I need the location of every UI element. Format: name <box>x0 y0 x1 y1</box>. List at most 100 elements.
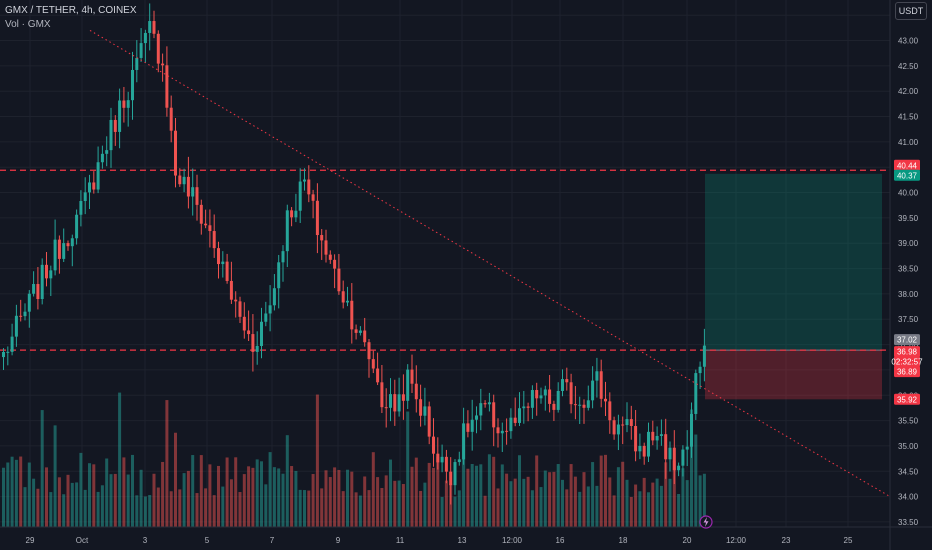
candle-body <box>195 187 199 205</box>
candle-body <box>457 459 461 463</box>
volume-bar <box>66 474 70 527</box>
candle-body <box>449 471 453 486</box>
volume-bar <box>423 482 427 527</box>
volume-bar <box>281 473 285 527</box>
volume-bar <box>548 472 552 527</box>
candle-body <box>247 330 251 335</box>
candle-body <box>638 445 642 452</box>
currency-button[interactable]: USDT <box>895 2 927 20</box>
candle-body <box>556 390 560 410</box>
volume-bar <box>479 464 483 527</box>
price-tick-label: 39.00 <box>898 239 919 248</box>
candle <box>148 3 152 51</box>
candle-body <box>462 423 466 460</box>
volume-bar <box>578 491 582 527</box>
time-tick-label: 29 <box>26 536 35 545</box>
candle <box>677 462 681 477</box>
candle <box>496 418 500 448</box>
volume-bar <box>363 476 367 527</box>
candle-body <box>251 334 255 352</box>
candle-body <box>569 382 573 405</box>
price-tag: 36.89 <box>894 366 920 378</box>
volume-bar <box>685 480 689 527</box>
price-tag-label: 40.37 <box>897 171 918 180</box>
candle <box>255 331 259 365</box>
candle-body <box>208 225 212 232</box>
volume-bar <box>406 411 410 527</box>
candle <box>350 283 354 344</box>
candle <box>423 387 427 426</box>
candle-body <box>393 394 397 412</box>
volume-bar <box>569 464 573 527</box>
price-tick-label: 41.00 <box>898 138 919 147</box>
candle-body <box>19 315 23 317</box>
candle-body <box>45 264 48 279</box>
time-tick-label: 16 <box>556 536 565 545</box>
time-tick-label: 7 <box>270 536 275 545</box>
candle <box>638 433 642 460</box>
candle-body <box>191 187 195 197</box>
candle-body <box>315 200 319 236</box>
candle <box>427 401 431 445</box>
candle-body <box>66 243 70 247</box>
candle-body <box>616 424 620 435</box>
candle-body <box>118 100 122 132</box>
candle-body <box>238 301 242 317</box>
candle <box>470 399 474 451</box>
volume-bar <box>131 454 134 527</box>
candle-body <box>578 404 582 406</box>
time-tick-label: 20 <box>683 536 692 545</box>
volume-bar <box>255 459 259 527</box>
volume-indicator-label[interactable]: Vol · GMX <box>5 19 51 30</box>
volume-bar <box>672 460 676 527</box>
candle-body <box>285 210 289 252</box>
volume-bar <box>221 486 225 527</box>
candle-body <box>100 153 104 163</box>
lightning-icon[interactable] <box>699 515 713 529</box>
candle-body <box>126 100 130 108</box>
candle <box>380 364 384 414</box>
candle <box>109 107 113 168</box>
candle <box>195 174 199 221</box>
volume-bar <box>199 455 203 527</box>
volume-bar <box>14 459 18 527</box>
volume-bar <box>668 478 672 527</box>
volume-bar <box>333 467 337 527</box>
volume-bar <box>139 469 143 527</box>
volume-bar <box>436 457 440 527</box>
volume-bar <box>290 466 294 527</box>
volume-bar <box>350 471 354 527</box>
take-profit-zone <box>705 173 882 351</box>
volume-bar <box>393 480 397 527</box>
candle-body <box>113 119 117 132</box>
symbol-title[interactable]: GMX / TETHER, 4h, COINEX <box>5 5 137 16</box>
candle <box>410 354 414 394</box>
price-tag-bg <box>894 169 920 181</box>
volume-bar <box>677 493 681 527</box>
volume-bar <box>384 475 388 527</box>
volume-bar <box>100 485 104 527</box>
candle <box>548 375 552 413</box>
volume-bar <box>174 432 177 527</box>
volume-bar <box>225 457 229 527</box>
candle <box>260 307 263 359</box>
candle <box>324 229 328 263</box>
candle <box>659 419 663 446</box>
candle-body <box>367 342 371 360</box>
candle-body <box>272 288 276 306</box>
candle-body <box>152 21 156 34</box>
time-tick-label: 11 <box>396 536 405 545</box>
volume-bar <box>217 465 220 527</box>
volume-bar <box>186 470 190 527</box>
volume-bar <box>561 479 564 527</box>
candle <box>582 399 586 424</box>
volume-bar <box>509 481 513 527</box>
price-tick-label: 41.50 <box>898 113 919 122</box>
volume-bar <box>401 484 405 527</box>
volume-bar <box>178 489 182 527</box>
candle-body <box>234 299 238 302</box>
volume-bar <box>105 458 109 527</box>
volume-bar <box>40 410 44 527</box>
candle-body <box>53 239 57 271</box>
